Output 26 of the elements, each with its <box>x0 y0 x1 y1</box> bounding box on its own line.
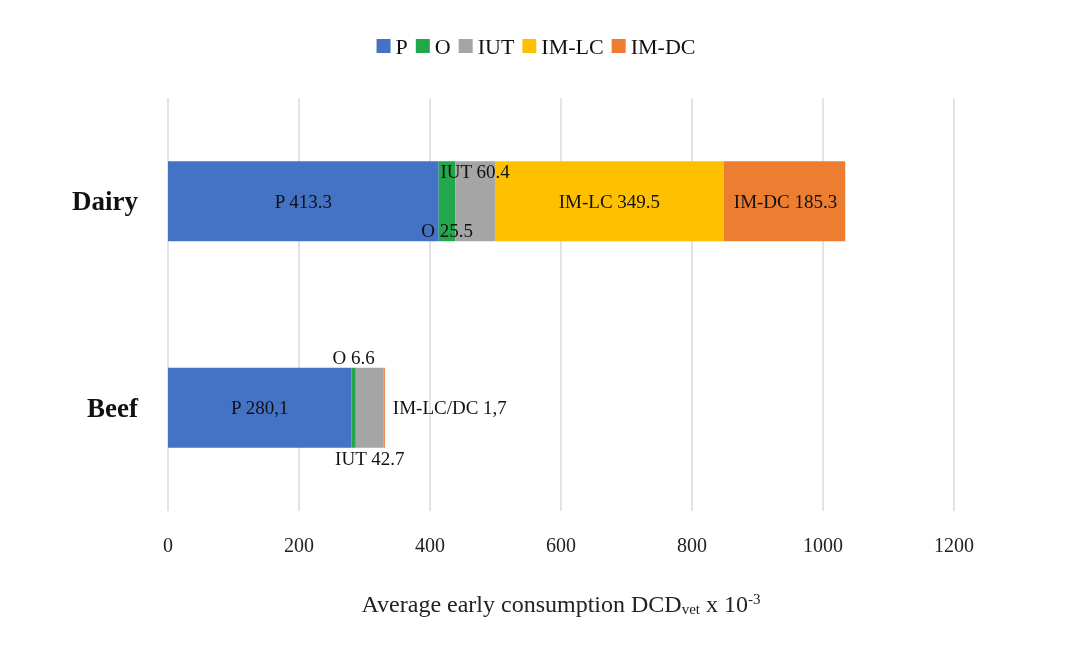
data-label: IM-LC/DC 1,7 <box>392 397 507 419</box>
x-tick-label: 0 <box>163 534 173 556</box>
data-label: O 6.6 <box>332 346 375 368</box>
legend-label: IM-DC <box>630 33 696 59</box>
legend-label: O <box>434 33 451 59</box>
y-tick-label: Dairy <box>72 186 139 217</box>
data-label: IUT 42.7 <box>335 447 405 469</box>
legend-label: IUT <box>477 33 515 59</box>
bar <box>168 161 439 242</box>
bar <box>168 367 352 448</box>
legend-label: P <box>395 33 408 59</box>
x-tick-label: 1200 <box>934 534 974 556</box>
bar <box>723 161 846 242</box>
legend-label: IM-LC <box>541 33 604 59</box>
bar <box>355 367 384 448</box>
x-tick-label: 800 <box>677 534 707 556</box>
x-tick-label: 1000 <box>803 534 843 556</box>
bar <box>351 367 356 448</box>
y-tick-label: Beef <box>87 392 140 423</box>
x-tick-label: 200 <box>284 534 314 556</box>
x-tick-label: 600 <box>546 534 576 556</box>
x-tick-label: 400 <box>415 534 445 556</box>
data-label: IM-LC 349.5 <box>558 190 661 212</box>
data-label: P 280,1 <box>231 397 289 419</box>
data-label: P 413.3 <box>274 190 333 212</box>
data-label: IM-DC 185.3 <box>733 190 838 212</box>
